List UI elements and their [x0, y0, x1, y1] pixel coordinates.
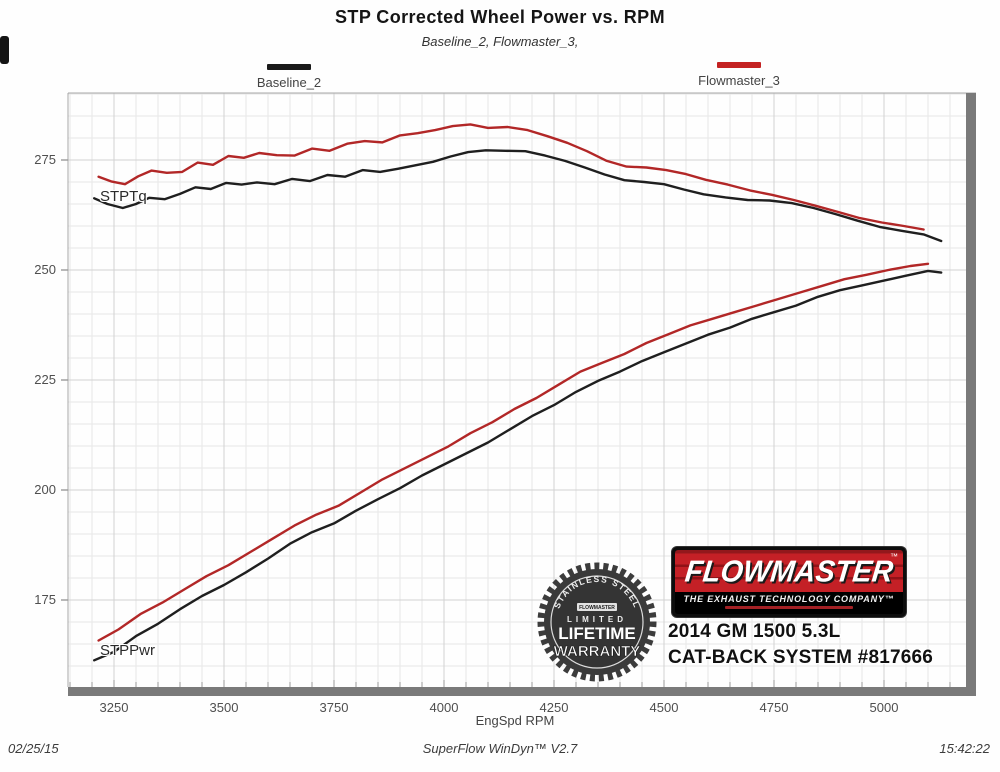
x-tick-label: 4250 — [539, 700, 569, 715]
scan-artifact — [0, 36, 9, 64]
x-tick-label: 3500 — [209, 700, 239, 715]
curve-baseline_2-torque — [92, 149, 943, 243]
x-tick-label: 5000 — [869, 700, 899, 715]
bottom-axis-bar — [68, 687, 976, 696]
flowmaster-logo-tagline-bar: THE EXHAUST TECHNOLOGY COMPANY™ — [675, 592, 903, 614]
torque-curve-label: STPTq — [100, 188, 147, 205]
badge-limited-text: LIMITED — [567, 615, 627, 624]
footer-software: SuperFlow WinDyn™ V2.7 — [422, 741, 578, 756]
x-tick-label: 4500 — [649, 700, 679, 715]
lifetime-warranty-badge: STAINLESS STEEL FLOWMASTER LIMITED LIFET… — [537, 562, 657, 682]
legend-swatch-flowmaster — [717, 62, 761, 68]
y-tick-label: 175 — [34, 592, 56, 607]
curve-baseline_2-power — [92, 269, 943, 662]
vehicle-line-2: CAT-BACK SYSTEM #817666 — [668, 647, 934, 668]
footer-time: 15:42:22 — [939, 741, 990, 756]
badge-inner-ring — [550, 575, 644, 669]
flowmaster-logo: FLOWMASTER ™ THE EXHAUST TECHNOLOGY COMP… — [672, 547, 906, 617]
vehicle-line-1: 2014 GM 1500 5.3L — [668, 621, 841, 642]
badge-warranty-text: WARRANTY — [554, 643, 641, 660]
badge-lifetime-text: LIFETIME — [558, 624, 635, 643]
y-tick-label: 275 — [34, 152, 56, 167]
badge-scallop-ring — [537, 562, 657, 682]
flowmaster-logo-wordmark: FLOWMASTER — [683, 555, 895, 589]
flowmaster-logo-trademark: ™ — [890, 552, 898, 561]
curve-flowmaster_3-power — [97, 262, 930, 642]
x-tick-label: 4750 — [759, 700, 789, 715]
y-tick-label: 250 — [34, 262, 56, 277]
footer-date: 02/25/15 — [8, 741, 59, 756]
legend-label-flowmaster: Flowmaster_3 — [698, 73, 780, 88]
badge-brand-text: FLOWMASTER — [579, 605, 615, 611]
curve-flowmaster_3-torque — [97, 123, 925, 231]
flowmaster-logo-fineprint — [725, 606, 853, 609]
y-tick-label: 200 — [34, 482, 56, 497]
y-tick-label: 225 — [34, 372, 56, 387]
x-tick-label: 3250 — [99, 700, 129, 715]
x-tick-label: 4000 — [429, 700, 459, 715]
flowmaster-logo-tagline: THE EXHAUST TECHNOLOGY COMPANY™ — [683, 594, 895, 604]
legend-item-baseline: Baseline_2 — [229, 64, 349, 92]
legend-label-baseline: Baseline_2 — [256, 75, 322, 90]
badge-brand-plate — [577, 603, 617, 611]
right-axis-bar — [966, 93, 976, 696]
power-curve-label: STPPwr — [100, 642, 156, 659]
x-tick-label: 3750 — [319, 700, 349, 715]
chart-title: STP Corrected Wheel Power vs. RPM — [335, 7, 665, 27]
x-axis-title: EngSpd RPM — [475, 713, 555, 728]
flowmaster-logo-banner: FLOWMASTER ™ — [675, 550, 903, 592]
chart-subtitle: Baseline_2, Flowmaster_3, — [421, 34, 579, 49]
legend-item-flowmaster: Flowmaster_3 — [679, 62, 799, 90]
vehicle-info: 2014 GM 1500 5.3L CAT-BACK SYSTEM #81766… — [668, 619, 988, 671]
legend-swatch-baseline — [267, 64, 311, 70]
